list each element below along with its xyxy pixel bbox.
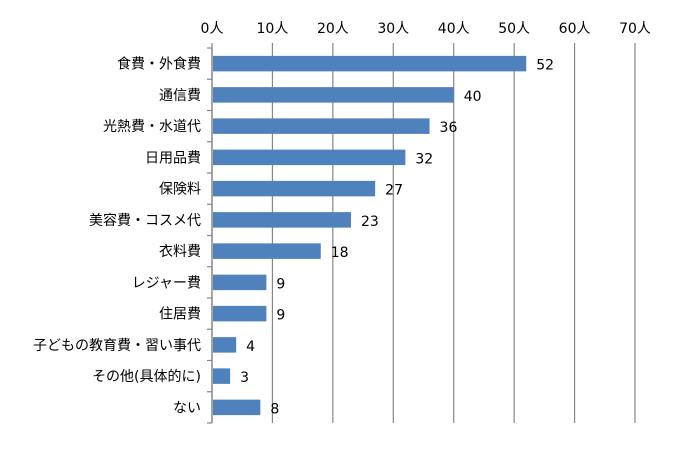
category-label: 日用品費 [145, 150, 201, 166]
x-tick-label: 0人 [201, 21, 224, 37]
bar [213, 118, 430, 134]
data-label: 18 [331, 245, 349, 261]
x-tick-label: 10人 [257, 21, 289, 37]
category-label: 美容費・コスメ代 [89, 212, 201, 229]
category-label: 通信費 [159, 88, 201, 104]
bar [213, 274, 267, 291]
bar [213, 305, 267, 322]
x-tick-label: 50人 [498, 21, 530, 37]
category-label: ない [173, 400, 201, 416]
data-label: 52 [536, 58, 554, 74]
bar [213, 55, 527, 72]
category-label: レジャー費 [132, 275, 201, 291]
bar [213, 149, 406, 166]
data-label: 9 [276, 308, 285, 324]
category-label: 衣料費 [159, 244, 201, 260]
category-label: 住居費 [159, 307, 201, 323]
data-label: 4 [246, 339, 255, 355]
bar [213, 87, 454, 103]
category-label: 食費・外食費 [117, 56, 201, 73]
data-label: 36 [440, 120, 458, 136]
bar [213, 180, 376, 197]
category-label: その他(具体的に) [92, 369, 201, 385]
category-label: 保険料 [159, 182, 201, 198]
x-tick-label: 20人 [317, 21, 349, 37]
x-tick-label: 30人 [377, 21, 409, 37]
data-label: 32 [415, 151, 433, 167]
data-label: 3 [240, 370, 249, 386]
x-tick-label: 60人 [559, 21, 591, 37]
x-tick-label: 70人 [619, 21, 651, 37]
data-label: 27 [385, 183, 403, 199]
bar [213, 243, 321, 259]
bar [213, 212, 351, 228]
data-label: 8 [270, 401, 279, 417]
category-label: 子どもの教育費・習い事代 [33, 338, 201, 354]
category-label: 光熱費・水道代 [103, 119, 201, 135]
x-tick-label: 40人 [438, 21, 470, 37]
data-label: 40 [464, 89, 482, 105]
data-label: 9 [276, 276, 285, 292]
data-label: 23 [361, 214, 379, 230]
bar [213, 368, 231, 384]
bar [213, 337, 237, 353]
bar [213, 399, 261, 416]
